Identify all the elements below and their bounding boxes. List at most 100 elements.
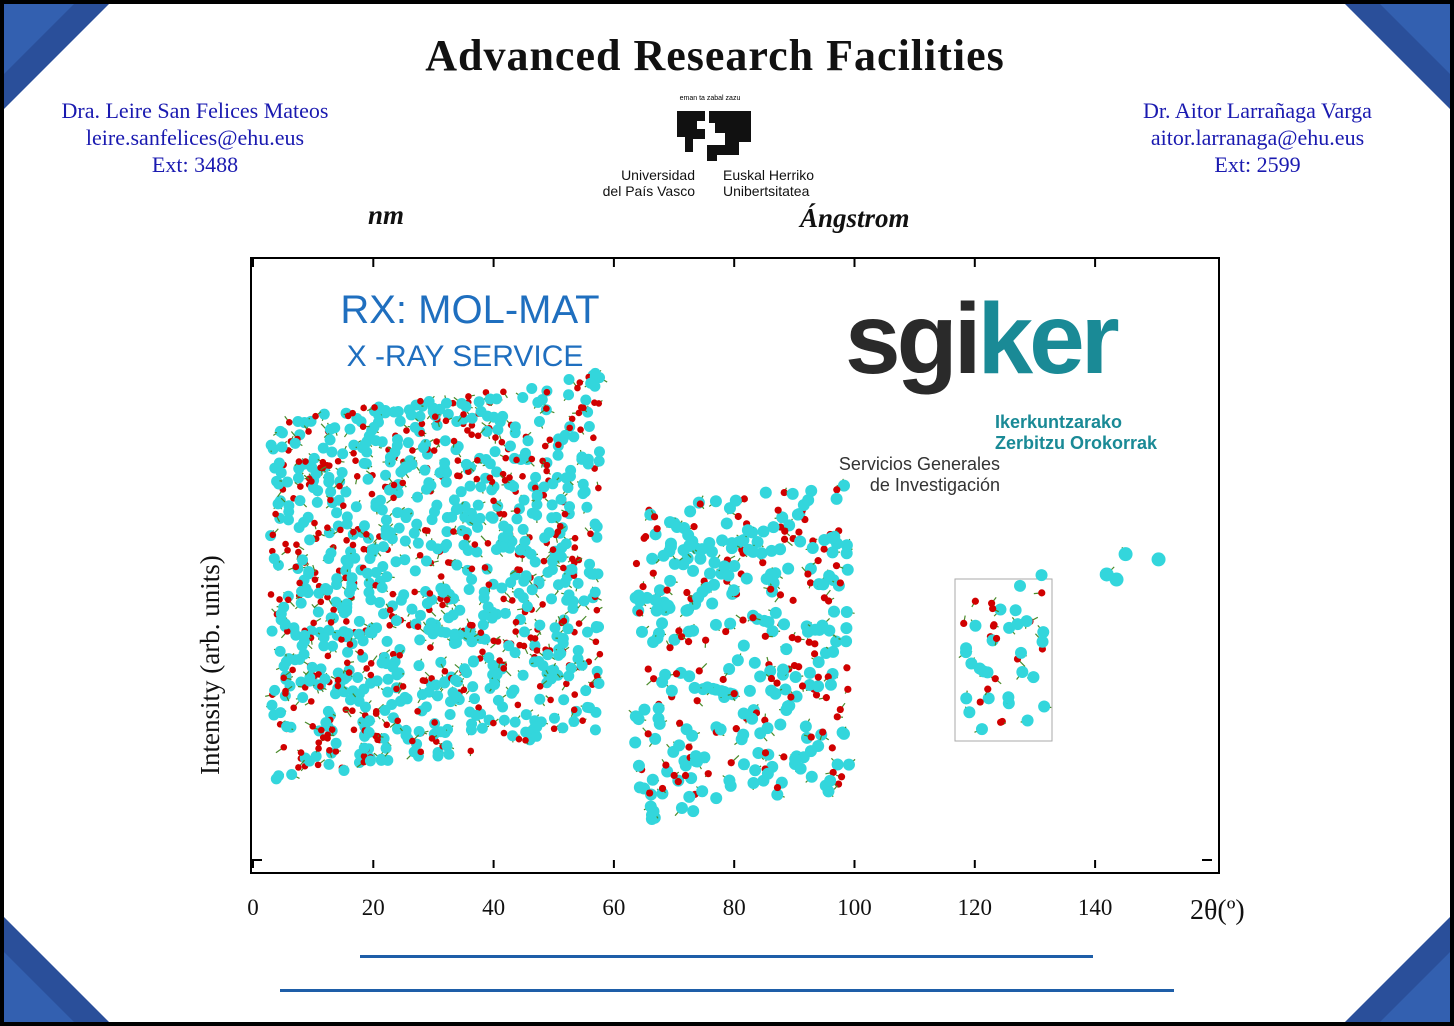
oxygen-atom bbox=[359, 423, 367, 430]
metal-atom bbox=[519, 447, 531, 459]
oxygen-atom bbox=[417, 397, 424, 405]
metal-atom bbox=[455, 486, 467, 498]
metal-atom bbox=[331, 507, 343, 519]
oxygen-atom bbox=[474, 432, 482, 440]
metal-atom bbox=[653, 717, 666, 730]
oxygen-atom bbox=[328, 726, 336, 733]
metal-atom bbox=[380, 742, 392, 754]
service-title: RX: MOL-MAT bbox=[340, 288, 600, 332]
metal-atom bbox=[274, 645, 286, 657]
metal-atom bbox=[537, 660, 549, 672]
oxygen-atom bbox=[595, 484, 602, 492]
metal-atom bbox=[408, 527, 420, 539]
ehu-tree-icon bbox=[677, 111, 751, 161]
metal-atom bbox=[391, 439, 403, 451]
metal-atom bbox=[498, 520, 510, 532]
metal-atom bbox=[668, 633, 681, 646]
metal-atom bbox=[405, 409, 417, 421]
oxygen-atom bbox=[280, 743, 288, 751]
oxygen-atom bbox=[327, 619, 335, 626]
metal-atom bbox=[781, 700, 794, 713]
oxygen-atom bbox=[681, 771, 690, 780]
metal-atom bbox=[826, 546, 839, 559]
metal-atom bbox=[379, 404, 391, 416]
metal-atom bbox=[589, 367, 601, 379]
oxygen-atom bbox=[312, 412, 319, 420]
oxygen-atom bbox=[571, 534, 579, 542]
metal-atom bbox=[557, 722, 569, 734]
metal-atom bbox=[283, 500, 295, 512]
oxygen-atom bbox=[591, 465, 598, 472]
metal-atom bbox=[632, 759, 645, 772]
metal-atom bbox=[580, 394, 592, 406]
metal-atom bbox=[448, 494, 460, 506]
metal-atom bbox=[467, 656, 479, 668]
metal-atom bbox=[394, 415, 406, 427]
oxygen-atom bbox=[577, 426, 584, 434]
metal-atom bbox=[723, 662, 736, 675]
metal-atom bbox=[280, 656, 292, 668]
metal-atom bbox=[477, 619, 489, 631]
metal-atom bbox=[358, 520, 370, 532]
metal-atom bbox=[760, 572, 773, 585]
metal-atom bbox=[684, 505, 697, 518]
metal-atom bbox=[823, 569, 836, 582]
metal-atom bbox=[461, 667, 473, 679]
metal-atom bbox=[441, 740, 453, 752]
metal-atom bbox=[777, 663, 790, 676]
oxygen-atom bbox=[568, 415, 576, 423]
metal-atom bbox=[671, 521, 684, 534]
metal-atom bbox=[517, 669, 529, 681]
corner-decoration bbox=[1345, 917, 1450, 1022]
oxygen-atom bbox=[593, 606, 601, 614]
oxygen-atom bbox=[563, 680, 570, 688]
metal-atom bbox=[633, 781, 646, 794]
metal-atom bbox=[802, 494, 815, 507]
oxygen-atom bbox=[315, 745, 322, 752]
oxygen-atom bbox=[514, 701, 522, 709]
metal-atom bbox=[342, 646, 354, 658]
metal-atom bbox=[276, 441, 288, 453]
metal-atom bbox=[644, 800, 657, 813]
metal-atom bbox=[522, 435, 534, 447]
oxygen-atom bbox=[386, 606, 394, 614]
oxygen-atom bbox=[496, 657, 503, 664]
oxygen-atom bbox=[477, 629, 485, 636]
metal-atom bbox=[722, 569, 735, 582]
metal-atom bbox=[298, 648, 310, 660]
metal-atom bbox=[478, 586, 490, 598]
oxygen-atom bbox=[650, 513, 659, 521]
oxygen-atom bbox=[454, 457, 462, 464]
metal-atom bbox=[546, 512, 558, 524]
oxygen-atom bbox=[414, 707, 421, 715]
x-tick-label: 40 bbox=[482, 895, 506, 920]
metal-atom bbox=[306, 461, 318, 473]
metal-atom bbox=[1014, 579, 1027, 592]
metal-atom bbox=[469, 693, 481, 705]
metal-atom bbox=[683, 539, 696, 552]
metal-atom bbox=[1038, 700, 1051, 713]
oxygen-atom bbox=[824, 673, 832, 681]
oxygen-atom bbox=[272, 510, 279, 518]
metal-atom bbox=[687, 805, 700, 818]
metal-atom bbox=[435, 656, 447, 668]
oxygen-atom bbox=[468, 421, 476, 429]
metal-atom bbox=[743, 684, 756, 697]
metal-atom bbox=[677, 558, 690, 571]
sgiker-ker: ker bbox=[977, 283, 1119, 395]
metal-atom bbox=[638, 703, 651, 716]
metal-atom bbox=[533, 416, 545, 428]
metal-atom bbox=[824, 678, 837, 691]
oxygen-atom bbox=[991, 675, 999, 683]
metal-atom bbox=[709, 618, 722, 631]
sgiker-logo: sgiker bbox=[845, 282, 1120, 397]
metal-atom bbox=[841, 563, 854, 576]
metal-atom bbox=[329, 688, 341, 700]
oxygen-atom bbox=[336, 482, 343, 490]
metal-atom bbox=[1037, 626, 1050, 639]
metal-atom bbox=[547, 478, 559, 490]
metal-atom bbox=[504, 440, 516, 452]
metal-atom bbox=[727, 584, 740, 597]
metal-atom bbox=[522, 726, 534, 738]
